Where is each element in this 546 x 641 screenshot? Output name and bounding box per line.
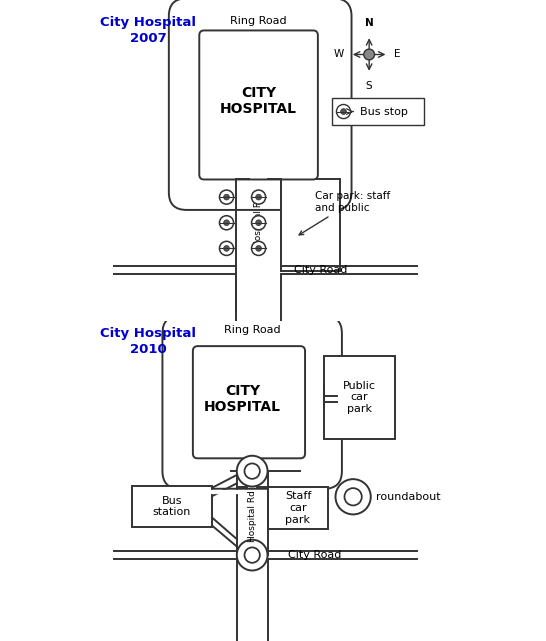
Circle shape [224,194,229,200]
Circle shape [336,104,351,119]
Bar [324,356,395,439]
Text: Hospital Rd: Hospital Rd [254,196,263,247]
Text: E: E [394,49,401,60]
Circle shape [252,241,265,255]
Text: Bus
station: Bus station [153,495,191,517]
Text: CITY
HOSPITAL: CITY HOSPITAL [220,86,297,116]
Circle shape [219,241,234,255]
Bar [333,98,424,125]
Circle shape [219,190,234,204]
Circle shape [364,49,375,60]
Text: City Hospital
2007: City Hospital 2007 [100,16,196,45]
Text: City Road: City Road [288,550,341,560]
FancyBboxPatch shape [193,346,305,458]
Circle shape [237,540,268,570]
Circle shape [256,194,262,200]
Text: N: N [365,18,373,28]
Circle shape [335,479,371,514]
Text: City Road: City Road [294,265,348,275]
Text: City Hospital
2010: City Hospital 2010 [100,327,196,356]
Circle shape [224,246,229,251]
Text: Ring Road: Ring Road [224,325,281,335]
Text: Car park: staff
and public: Car park: staff and public [299,191,390,235]
Circle shape [341,108,346,114]
Bar [281,179,340,271]
Circle shape [252,215,265,229]
Text: Public
car
park: Public car park [343,381,376,414]
Text: Ring Road: Ring Road [230,16,287,26]
Circle shape [237,456,268,487]
Circle shape [252,190,265,204]
Bar [268,487,329,529]
Circle shape [224,220,229,226]
Text: Hospital Rd: Hospital Rd [248,490,257,542]
Circle shape [245,463,260,479]
Circle shape [256,246,262,251]
Circle shape [345,488,362,505]
Text: Staff
car
park: Staff car park [285,492,311,524]
Circle shape [219,215,234,229]
FancyBboxPatch shape [199,30,318,179]
Text: S: S [366,81,372,91]
Text: Bus stop: Bus stop [359,106,407,117]
Text: W: W [334,49,344,60]
Text: CITY
HOSPITAL: CITY HOSPITAL [204,384,281,414]
Bar [132,486,212,527]
FancyBboxPatch shape [162,315,342,488]
Text: roundabout: roundabout [376,492,440,502]
Circle shape [245,547,260,563]
Circle shape [256,220,262,226]
FancyBboxPatch shape [169,0,352,210]
